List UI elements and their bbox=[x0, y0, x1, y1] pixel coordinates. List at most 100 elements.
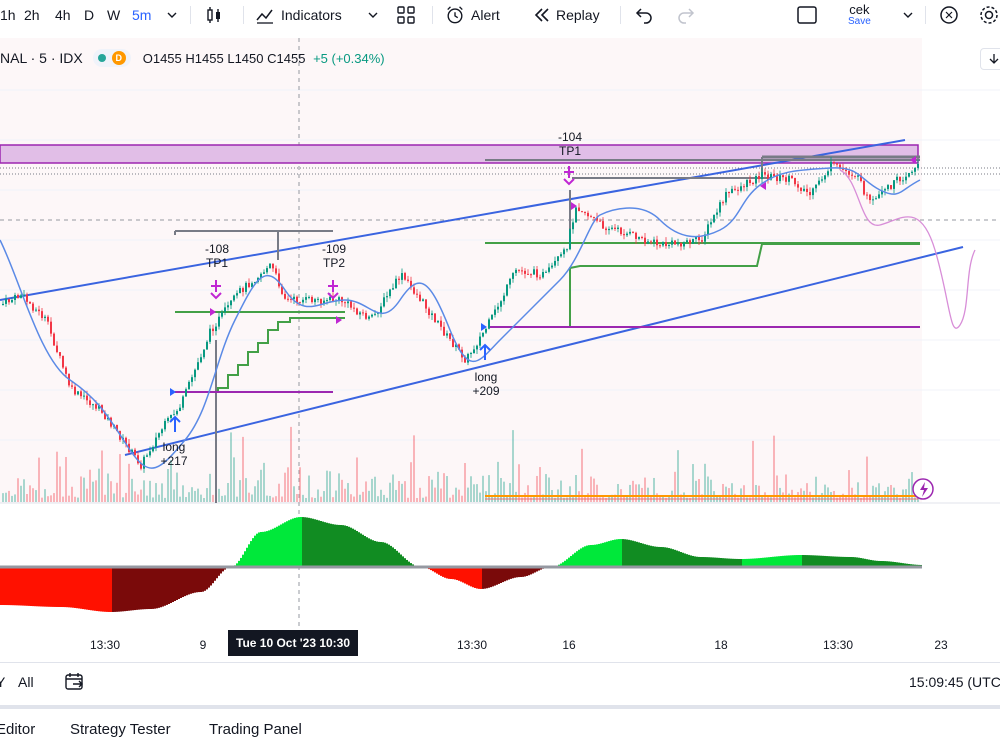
volume-bar bbox=[29, 485, 31, 502]
volume-bar bbox=[575, 475, 577, 502]
current-time[interactable]: 15:09:45 (UTC bbox=[909, 674, 1000, 690]
projection-line bbox=[839, 169, 976, 329]
volume-bar bbox=[275, 496, 277, 502]
oscillator-bar bbox=[318, 520, 320, 567]
interval-2h[interactable]: 2h bbox=[24, 7, 40, 23]
oscillator-bar bbox=[406, 559, 408, 567]
oscillator-bar bbox=[292, 518, 294, 567]
redo-icon[interactable] bbox=[676, 0, 696, 30]
oscillator-bar bbox=[800, 555, 802, 567]
interval-chevron-down-icon[interactable] bbox=[166, 0, 178, 30]
candle-body bbox=[215, 326, 217, 332]
volume-bar bbox=[782, 492, 784, 502]
oscillator-bar bbox=[28, 567, 30, 606]
alert-button[interactable]: Alert bbox=[445, 0, 500, 30]
replay-icon bbox=[532, 5, 552, 25]
candle-body bbox=[554, 260, 556, 266]
layout-icon[interactable] bbox=[796, 0, 818, 30]
settings-icon[interactable] bbox=[978, 0, 1000, 30]
candle-body bbox=[20, 295, 22, 298]
oscillator-bar bbox=[460, 567, 462, 582]
volume-bar bbox=[86, 488, 88, 502]
candle-body bbox=[893, 180, 895, 189]
candle-body bbox=[698, 236, 700, 241]
candle-body bbox=[719, 202, 721, 213]
oscillator-bar bbox=[328, 523, 330, 567]
volume-bar bbox=[722, 483, 724, 502]
candle-body bbox=[635, 232, 637, 239]
volume-bar bbox=[683, 492, 685, 502]
volume-bar bbox=[83, 477, 85, 502]
candle-body bbox=[443, 326, 445, 336]
oscillator-bar bbox=[444, 567, 446, 578]
oscillator-bar bbox=[322, 521, 324, 567]
symbol-legend[interactable]: NAL · 5 · IDX D O1455 H1455 L1450 C1455 … bbox=[0, 48, 385, 68]
oscillator-bar bbox=[818, 555, 820, 567]
oscillator-bar bbox=[590, 545, 592, 567]
oscillator-bar bbox=[254, 535, 256, 567]
oscillator-bar bbox=[312, 518, 314, 567]
volume-bar bbox=[614, 494, 616, 502]
candle-body bbox=[269, 263, 271, 269]
range-1y-button[interactable]: Y bbox=[0, 674, 6, 690]
save-chevron-down-icon[interactable] bbox=[902, 0, 914, 30]
tab-pine-editor[interactable]: Editor bbox=[0, 721, 36, 738]
undo-icon[interactable] bbox=[634, 0, 654, 30]
oscillator-bar bbox=[494, 567, 496, 586]
volume-bar bbox=[446, 476, 448, 502]
time-axis[interactable]: 13:30 9 13:30 16 18 13:30 23 bbox=[0, 630, 1000, 658]
candle-body bbox=[26, 294, 28, 302]
oscillator-bar bbox=[20, 567, 22, 606]
candle-body bbox=[131, 449, 133, 453]
tp-zone-box bbox=[0, 144, 919, 164]
indicators-button[interactable]: Indicators bbox=[255, 0, 342, 30]
market-status-badge[interactable]: D bbox=[92, 49, 131, 67]
tab-trading-panel[interactable]: Trading Panel bbox=[209, 721, 302, 738]
templates-icon[interactable] bbox=[396, 0, 416, 30]
oscillator-bar bbox=[308, 517, 310, 567]
volume-bar bbox=[344, 488, 346, 502]
interval-w[interactable]: W bbox=[107, 7, 121, 23]
quick-search-icon[interactable] bbox=[938, 0, 960, 30]
chart-area[interactable]: NAL · 5 · IDX D O1455 H1455 L1450 C1455 … bbox=[0, 30, 1000, 660]
oscillator-bar bbox=[410, 563, 412, 567]
price-chart[interactable] bbox=[0, 30, 1000, 660]
oscillator-bar bbox=[442, 567, 444, 577]
candle-body bbox=[398, 278, 400, 280]
oscillator-bar bbox=[724, 558, 726, 567]
candle-body bbox=[839, 164, 841, 169]
interval-1h[interactable]: 1h bbox=[0, 7, 16, 23]
oscillator-bar bbox=[850, 557, 852, 567]
arrow-down-icon bbox=[989, 54, 999, 64]
volume-bar bbox=[146, 495, 148, 502]
oscillator-bar bbox=[498, 567, 500, 584]
interval-5m[interactable]: 5m bbox=[132, 7, 152, 23]
volume-bar bbox=[65, 456, 67, 502]
oscillator-bar bbox=[794, 555, 796, 567]
oscillator-bar bbox=[384, 542, 386, 567]
interval-d[interactable]: D bbox=[84, 7, 95, 23]
replay-button[interactable]: Replay bbox=[532, 0, 600, 30]
scroll-down-button[interactable] bbox=[980, 48, 1000, 70]
save-button[interactable]: cek Save bbox=[848, 0, 871, 30]
candlestick-type-icon[interactable] bbox=[203, 0, 225, 30]
oscillator-bar bbox=[60, 567, 62, 607]
tab-strategy-tester[interactable]: Strategy Tester bbox=[70, 721, 171, 738]
oscillator-bar bbox=[700, 557, 702, 567]
oscillator-bar bbox=[300, 517, 302, 567]
oscillator-bar bbox=[726, 558, 728, 567]
volume-bar bbox=[725, 486, 727, 502]
oscillator-bar bbox=[630, 540, 632, 567]
indicators-chevron-down-icon[interactable] bbox=[367, 0, 379, 30]
oscillator-bar bbox=[846, 556, 848, 567]
oscillator-bar bbox=[710, 557, 712, 567]
candle-body bbox=[551, 265, 553, 268]
oscillator-bar bbox=[208, 567, 210, 588]
volume-bar bbox=[68, 495, 70, 502]
goto-date-icon[interactable] bbox=[64, 671, 86, 696]
oscillator-bar bbox=[474, 567, 476, 588]
symbol-name[interactable]: NAL · 5 · IDX bbox=[0, 50, 83, 66]
interval-4h[interactable]: 4h bbox=[55, 7, 71, 23]
time-tick: 13:30 bbox=[822, 638, 854, 652]
range-all-button[interactable]: All bbox=[18, 674, 34, 690]
